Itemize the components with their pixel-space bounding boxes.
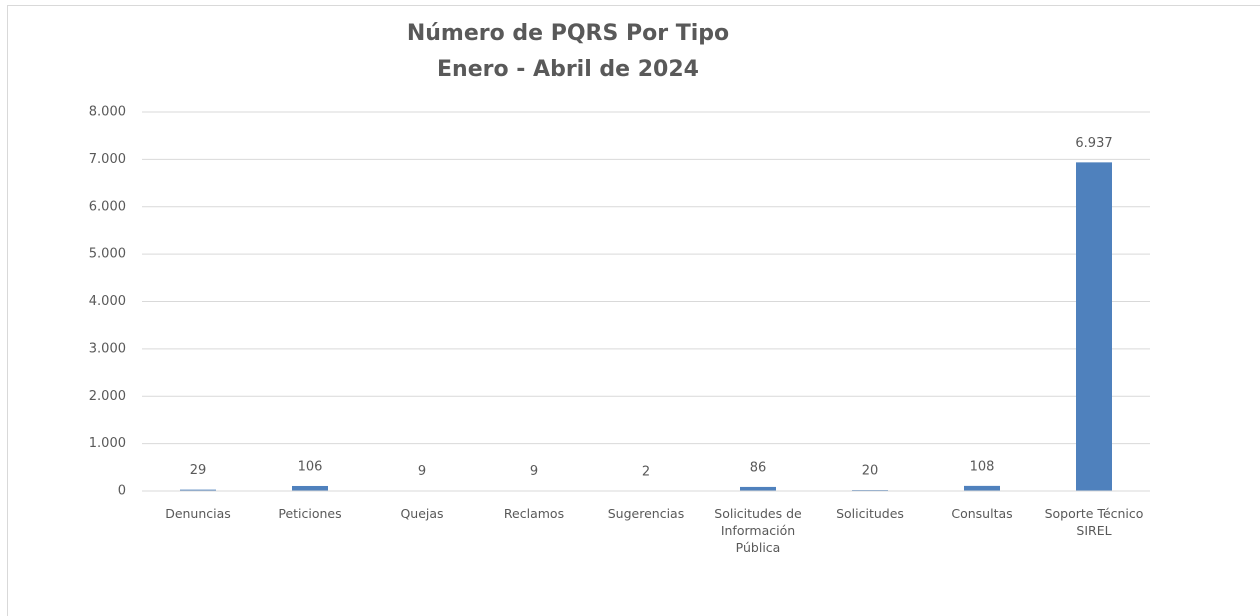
data-label: 6.937 [1075,136,1112,151]
y-tick-label: 1.000 [89,436,126,451]
data-label: 20 [862,464,879,479]
x-tick-label: Solicitudes de Información Pública [714,506,802,555]
x-tick-label: Soporte Técnico SIREL [1044,506,1144,538]
data-label: 86 [750,460,767,475]
x-tick-label: Sugerencias [607,506,685,521]
bar [740,486,776,491]
bar [964,485,1000,491]
chart-border [7,5,1260,616]
bar [1076,162,1112,491]
y-tick-label: 2.000 [89,389,126,404]
x-tick-label: Denuncias [165,506,231,521]
x-tick-label: Quejas [400,506,444,521]
x-tick-label: Consultas [951,506,1013,521]
data-label: 2 [642,464,650,479]
x-tick-label: Reclamos [503,506,565,521]
y-tick-label: 6.000 [89,199,126,214]
y-tick-label: 7.000 [89,152,126,167]
y-tick-label: 0 [118,484,126,499]
y-tick-label: 3.000 [89,341,126,356]
data-label: 9 [530,464,538,479]
bar [180,489,216,491]
chart-subtitle: Enero - Abril de 2024 [437,57,699,82]
x-tick-label: Solicitudes [836,506,904,521]
chart-title: Número de PQRS Por Tipo [407,21,729,46]
data-label: 9 [418,464,426,479]
x-tick-label: Peticiones [278,506,342,521]
y-tick-label: 8.000 [89,105,126,120]
y-tick-label: 5.000 [89,247,126,262]
bar [292,485,328,491]
data-label: 108 [970,459,995,474]
data-label: 106 [298,459,323,474]
data-label: 29 [190,463,207,478]
y-tick-label: 4.000 [89,294,126,309]
